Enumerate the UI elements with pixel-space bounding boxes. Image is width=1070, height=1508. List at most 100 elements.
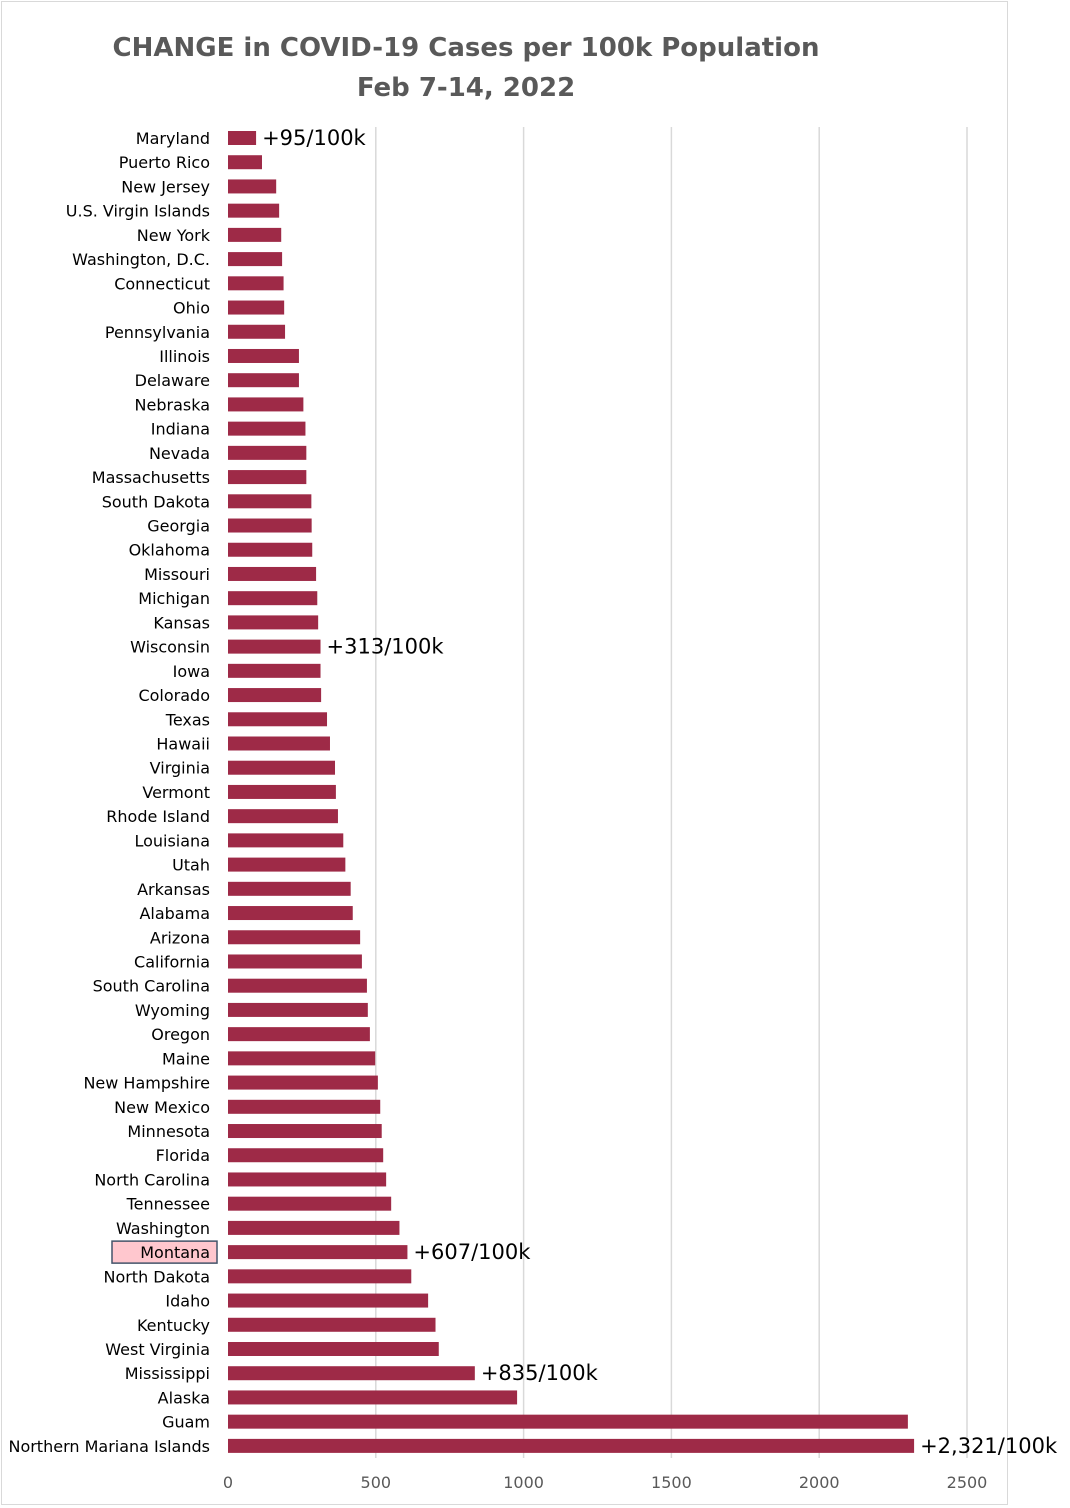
bar-mississippi	[228, 1366, 475, 1381]
chart-subtitle: Feb 7-14, 2022	[357, 73, 575, 103]
x-tick-label-500: 500	[361, 1473, 392, 1492]
bar-rhode-island	[228, 809, 338, 824]
bar-maine	[228, 1051, 376, 1066]
category-label-montana: Montana	[140, 1243, 210, 1262]
annotations: +95/100k +313/100k +607/100k +835/100k +2,32…	[262, 126, 1058, 1458]
bar-arkansas	[228, 881, 351, 896]
category-label-north-carolina: North Carolina	[94, 1170, 210, 1189]
category-label-idaho: Idaho	[165, 1292, 210, 1311]
bar-south-dakota	[228, 494, 312, 509]
category-label-kansas: Kansas	[153, 613, 210, 632]
bar-virginia	[228, 760, 336, 775]
bar-louisiana	[228, 833, 344, 848]
bar-colorado	[228, 688, 322, 703]
bar-northern-mariana-islands	[228, 1438, 915, 1453]
x-tick-label-2000: 2000	[799, 1473, 840, 1492]
bar-missouri	[228, 566, 317, 581]
category-label-illinois: Illinois	[159, 347, 210, 366]
bar-connecticut	[228, 276, 284, 291]
bar-new-york	[228, 227, 282, 242]
category-label-massachusetts: Massachusetts	[92, 468, 210, 487]
category-label-georgia: Georgia	[147, 517, 210, 536]
bar-pennsylvania	[228, 324, 286, 339]
category-label-missouri: Missouri	[144, 565, 210, 584]
category-label-california: California	[134, 952, 210, 971]
bar-illinois	[228, 348, 299, 363]
category-label-hawaii: Hawaii	[156, 735, 210, 754]
category-labels: Maryland Puerto Rico New Jersey U.S. Virgin…	[8, 129, 218, 1456]
bar-wyoming	[228, 1002, 368, 1017]
annotation-montana: +607/100k	[413, 1240, 531, 1264]
bar-arizona	[228, 930, 361, 945]
x-tick-label-1000: 1000	[503, 1473, 544, 1492]
category-label-washington-d-c: Washington, D.C.	[72, 250, 210, 269]
bar-kentucky	[228, 1317, 436, 1332]
highlight-box-montana	[111, 1240, 218, 1264]
bar-indiana	[228, 421, 306, 436]
category-label-nevada: Nevada	[149, 444, 210, 463]
bar-delaware	[228, 373, 299, 388]
category-label-west-virginia: West Virginia	[105, 1340, 210, 1359]
category-label-utah: Utah	[172, 856, 210, 875]
category-label-kentucky: Kentucky	[137, 1316, 210, 1335]
category-label-minnesota: Minnesota	[127, 1122, 210, 1141]
category-label-south-dakota: South Dakota	[102, 492, 210, 511]
bar-wisconsin	[228, 639, 321, 654]
category-label-nebraska: Nebraska	[135, 395, 210, 414]
bar-iowa	[228, 663, 321, 678]
x-tick-label-0: 0	[223, 1473, 233, 1492]
category-label-connecticut: Connecticut	[114, 274, 210, 293]
category-label-arizona: Arizona	[150, 928, 210, 947]
bar-north-dakota	[228, 1269, 412, 1284]
annotation-mississippi: +835/100k	[481, 1361, 599, 1385]
bar-florida	[228, 1148, 384, 1163]
bar-alabama	[228, 906, 353, 921]
bar-nebraska	[228, 397, 304, 412]
category-label-new-jersey: New Jersey	[121, 177, 210, 196]
bar-maryland	[228, 131, 257, 145]
category-label-rhode-island: Rhode Island	[106, 807, 210, 826]
category-label-delaware: Delaware	[135, 371, 210, 390]
category-label-wyoming: Wyoming	[135, 1001, 210, 1020]
category-label-puerto-rico: Puerto Rico	[119, 153, 210, 172]
bar-washington	[228, 1220, 400, 1235]
annotation-maryland: +95/100k	[262, 126, 366, 150]
bar-montana	[228, 1245, 408, 1260]
bar-texas	[228, 712, 328, 727]
annotation-northern-mariana-islands: +2,321/100k	[920, 1434, 1058, 1458]
bar-michigan	[228, 591, 318, 606]
category-label-new-york: New York	[137, 226, 211, 245]
category-label-guam: Guam	[162, 1413, 210, 1432]
category-label-ohio: Ohio	[173, 299, 210, 318]
bar-washington-d-c	[228, 252, 283, 267]
category-label-arkansas: Arkansas	[137, 880, 210, 899]
category-label-pennsylvania: Pennsylvania	[105, 323, 210, 342]
x-tick-label-1500: 1500	[651, 1473, 692, 1492]
category-label-alaska: Alaska	[158, 1388, 210, 1407]
bar-u-s-virgin-islands	[228, 203, 280, 218]
bars	[228, 131, 915, 1453]
bar-california	[228, 954, 362, 969]
category-label-tennessee: Tennessee	[126, 1195, 210, 1214]
category-label-maryland: Maryland	[136, 129, 210, 148]
bar-new-mexico	[228, 1099, 381, 1114]
bar-south-carolina	[228, 978, 367, 993]
category-label-oregon: Oregon	[151, 1025, 210, 1044]
bar-ohio	[228, 300, 285, 315]
category-label-north-dakota: North Dakota	[103, 1267, 210, 1286]
category-label-louisiana: Louisiana	[134, 831, 210, 850]
bar-georgia	[228, 518, 312, 533]
category-label-virginia: Virginia	[150, 759, 210, 778]
bar-puerto-rico	[228, 155, 262, 170]
annotation-wisconsin: +313/100k	[327, 635, 445, 659]
bar-north-carolina	[228, 1172, 387, 1187]
category-label-maine: Maine	[162, 1049, 210, 1068]
category-label-florida: Florida	[156, 1146, 210, 1165]
category-label-south-carolina: South Carolina	[93, 977, 210, 996]
chart-title: CHANGE in COVID-19 Cases per 100k Popula…	[113, 33, 820, 63]
category-label-wisconsin: Wisconsin	[130, 638, 210, 657]
category-label-new-hampshire: New Hampshire	[83, 1074, 210, 1093]
category-label-mississippi: Mississippi	[125, 1364, 210, 1383]
gridlines	[375, 127, 968, 1458]
